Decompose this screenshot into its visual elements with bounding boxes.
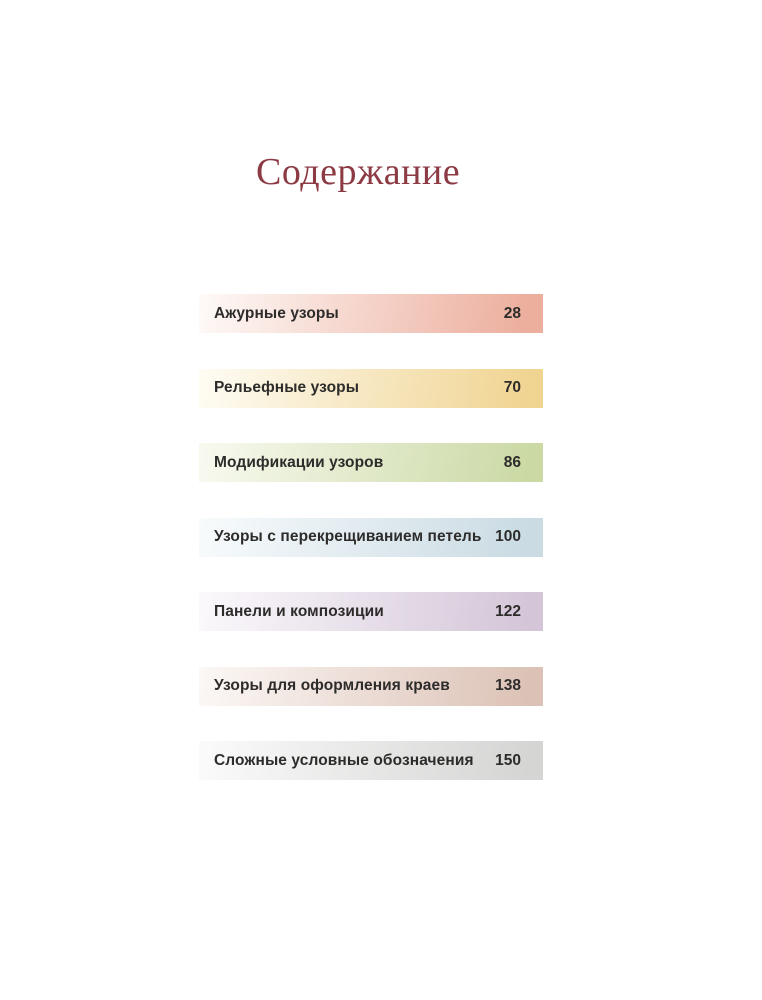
- toc-entry-label: Панели и композиции: [214, 602, 384, 620]
- toc-row: Сложные условные обозначения 150: [199, 741, 543, 780]
- toc-row: Узоры для оформления краев 138: [199, 666, 543, 706]
- table-of-contents: Ажурные узоры 28 Рельефные узоры 70 Моди…: [199, 294, 543, 816]
- toc-entry-page-number: 28: [503, 304, 521, 322]
- toc-entry-label: Модификации узоров: [214, 453, 384, 471]
- toc-entry-page-number: 100: [495, 528, 521, 545]
- toc-row: Панели и композиции 122: [199, 592, 543, 631]
- toc-entry-page-number: 86: [503, 453, 521, 471]
- page-title: Содержание: [256, 151, 461, 193]
- toc-row: Узоры с перекрещиванием петель 100: [199, 517, 543, 557]
- toc-entry-label: Сложные условные обозначения: [214, 751, 474, 769]
- toc-entry-label: Узоры для оформления краев: [214, 677, 450, 694]
- toc-entry-page-number: 150: [495, 751, 521, 769]
- toc-row: Ажурные узоры 28: [199, 294, 543, 333]
- toc-row: Модификации узоров 86: [199, 443, 543, 482]
- toc-entry-label: Ажурные узоры: [214, 304, 339, 322]
- toc-row: Рельефные узоры 70: [199, 368, 543, 408]
- toc-entry-page-number: 138: [495, 677, 521, 694]
- toc-entry-page-number: 70: [503, 379, 521, 396]
- toc-entry-label: Узоры с перекрещиванием петель: [214, 528, 482, 545]
- toc-entry-label: Рельефные узоры: [214, 379, 360, 396]
- toc-entry-page-number: 122: [495, 602, 521, 620]
